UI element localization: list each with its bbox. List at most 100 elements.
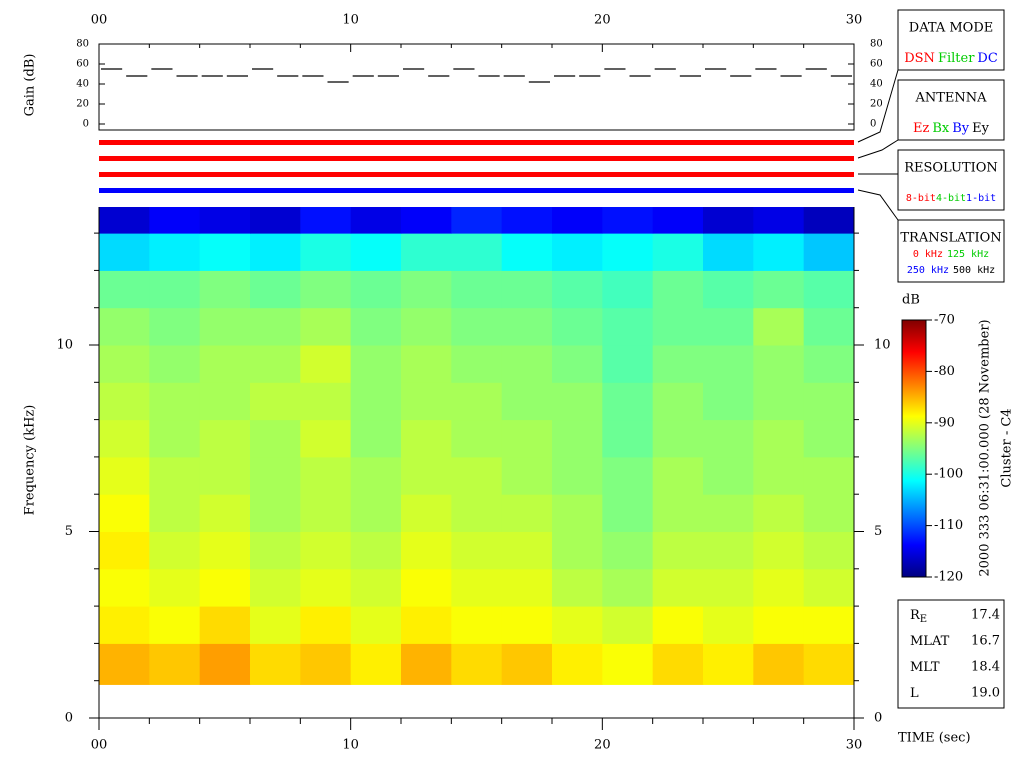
y-tick-label-right: 40 <box>870 79 883 90</box>
spectrogram-cell <box>149 382 201 421</box>
spectrogram-cell <box>199 207 251 234</box>
spectrogram-cell <box>602 531 654 570</box>
spectrogram-cell <box>350 270 402 309</box>
colorbar-tick-label: -110 <box>934 518 963 533</box>
info-label-sub: E <box>920 614 927 625</box>
spectrogram-cell <box>300 270 352 309</box>
spectrogram-cell <box>652 494 704 533</box>
spectrogram-cell <box>451 207 503 234</box>
spectrogram-cell <box>149 345 201 383</box>
spectrogram-cell <box>501 531 553 570</box>
spectrogram-cell <box>501 233 553 271</box>
spectrogram-cell <box>501 382 553 421</box>
spectrogram-cell <box>250 606 301 644</box>
spectrogram-cell <box>300 606 352 644</box>
spectrogram-cell <box>350 207 402 234</box>
spectrogram-cell <box>199 345 251 383</box>
legend-items: 250 kHz 500 kHz <box>907 265 995 276</box>
connector <box>857 69 899 143</box>
panel-frame <box>98 43 855 131</box>
spectrogram-cell <box>199 456 251 495</box>
spectrogram-cell <box>803 456 855 495</box>
spectrogram-cell <box>703 207 754 234</box>
spectrogram-cell <box>149 207 201 234</box>
spectrogram-cell <box>652 307 704 346</box>
spectrogram-cell <box>602 456 654 495</box>
spectrogram-cell <box>652 345 704 383</box>
spectrogram-cell <box>501 270 553 309</box>
spectrogram-cell <box>652 207 704 234</box>
spectrogram-cell <box>652 419 704 458</box>
y-tick-label: 5 <box>65 524 73 539</box>
legend-box-title: DATA MODE <box>909 21 993 36</box>
info-value: 19.0 <box>971 686 1000 701</box>
spectrogram-cell <box>552 307 603 346</box>
spectrogram-cell <box>451 494 503 533</box>
spectrogram-cell <box>803 419 855 458</box>
spectrogram-cell <box>350 456 402 495</box>
spectrogram-cell <box>703 270 754 309</box>
y-tick-label: 0 <box>83 119 89 130</box>
legend-item: By <box>952 121 970 136</box>
spectrogram-cell <box>753 345 805 383</box>
spectrogram-cell <box>803 345 855 383</box>
legend-item: 500 kHz <box>953 265 995 276</box>
info-label-text: MLAT <box>910 634 950 649</box>
spectrogram-cell <box>401 531 452 570</box>
spectrogram-cell <box>753 207 805 234</box>
spectrogram-cell <box>199 531 251 570</box>
caption: 2000 333 06:31:00.000 (28 November) <box>978 319 993 576</box>
spectrogram-cell <box>602 494 654 533</box>
spectrogram-cell <box>199 606 251 644</box>
x-tick-label: 00 <box>91 13 108 28</box>
spectrogram-cell <box>350 531 402 570</box>
colorbar-tick-label: -100 <box>934 467 963 482</box>
colorbar-tick-label: -90 <box>934 415 955 430</box>
legend-items: 0 kHz 125 kHz <box>913 249 989 260</box>
spectrogram-cell <box>753 233 805 271</box>
spectrogram-cell <box>350 494 402 533</box>
axis-title: Frequency (kHz) <box>23 405 38 516</box>
legend-box <box>897 9 1005 71</box>
spectrogram-cell <box>803 207 855 234</box>
spectrogram-cell <box>501 419 553 458</box>
spectrogram-cell <box>803 568 855 607</box>
spectrogram-cell <box>99 270 150 309</box>
spectrogram-cell <box>803 382 855 421</box>
y-tick-label: 80 <box>76 39 89 50</box>
spectrogram-cell <box>803 233 855 271</box>
spectrogram-cell <box>199 307 251 346</box>
spectrogram-cell <box>250 345 301 383</box>
spectrogram-cell <box>401 207 452 234</box>
spectrogram-cell <box>753 382 805 421</box>
axis-title: TIME (sec) <box>898 731 971 746</box>
legend-box-title: RESOLUTION <box>904 161 998 176</box>
spectrogram-cell <box>99 207 150 234</box>
spectrogram-cell <box>451 345 503 383</box>
spectrogram-cell <box>652 456 704 495</box>
spectrogram-cell <box>99 345 150 383</box>
spectrogram-cell <box>602 382 654 421</box>
spectrogram-cell <box>149 456 201 495</box>
spectrogram-cell <box>602 233 654 271</box>
spectrogram-cell <box>250 207 301 234</box>
legend-items: DSN Filter DC <box>904 51 998 66</box>
legend-item: Filter <box>938 51 975 66</box>
legend-box <box>897 149 1005 211</box>
legend-box <box>897 219 1005 283</box>
legend-item: 8-bit <box>906 193 936 204</box>
info-label: MLAT <box>910 634 950 649</box>
spectrogram-cell <box>350 419 402 458</box>
legend-box <box>897 79 1005 141</box>
legend-box-title: ANTENNA <box>914 91 987 106</box>
info-label-text: MLT <box>910 660 940 675</box>
spectrogram-cell <box>300 233 352 271</box>
info-label-text: L <box>910 686 919 701</box>
status-bar <box>99 140 854 145</box>
spectrogram-cell <box>501 494 553 533</box>
spectrogram-cell <box>300 568 352 607</box>
spectrogram-cell <box>350 345 402 383</box>
spectrogram-cell <box>149 643 201 685</box>
y-tick-label: 10 <box>56 338 73 353</box>
spectrogram-cell <box>602 419 654 458</box>
